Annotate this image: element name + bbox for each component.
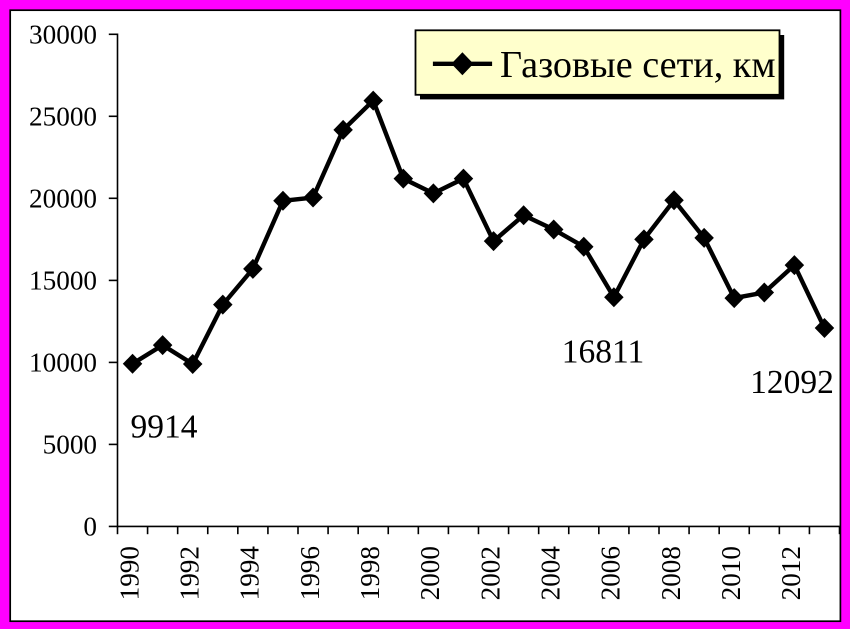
svg-text:9914: 9914 bbox=[131, 409, 198, 446]
svg-text:2006: 2006 bbox=[596, 546, 626, 600]
svg-text:2008: 2008 bbox=[656, 546, 686, 600]
svg-text:2002: 2002 bbox=[475, 546, 505, 600]
svg-text:2000: 2000 bbox=[415, 546, 445, 600]
svg-text:15000: 15000 bbox=[29, 266, 97, 296]
svg-text:Газовые сети, км: Газовые сети, км bbox=[500, 44, 776, 86]
svg-text:2012: 2012 bbox=[776, 546, 806, 600]
svg-text:25000: 25000 bbox=[29, 102, 97, 132]
svg-text:1994: 1994 bbox=[235, 546, 265, 601]
svg-text:30000: 30000 bbox=[29, 20, 97, 50]
svg-text:12092: 12092 bbox=[750, 364, 834, 401]
svg-text:20000: 20000 bbox=[29, 184, 97, 214]
svg-text:1992: 1992 bbox=[174, 546, 204, 600]
svg-text:16811: 16811 bbox=[562, 333, 645, 370]
svg-text:0: 0 bbox=[83, 512, 97, 542]
svg-text:10000: 10000 bbox=[29, 348, 97, 378]
svg-text:1990: 1990 bbox=[114, 546, 144, 600]
svg-text:1996: 1996 bbox=[295, 546, 325, 600]
svg-text:2010: 2010 bbox=[716, 546, 746, 600]
svg-text:2004: 2004 bbox=[535, 546, 565, 601]
svg-text:5000: 5000 bbox=[43, 430, 97, 460]
svg-text:1998: 1998 bbox=[355, 546, 385, 600]
